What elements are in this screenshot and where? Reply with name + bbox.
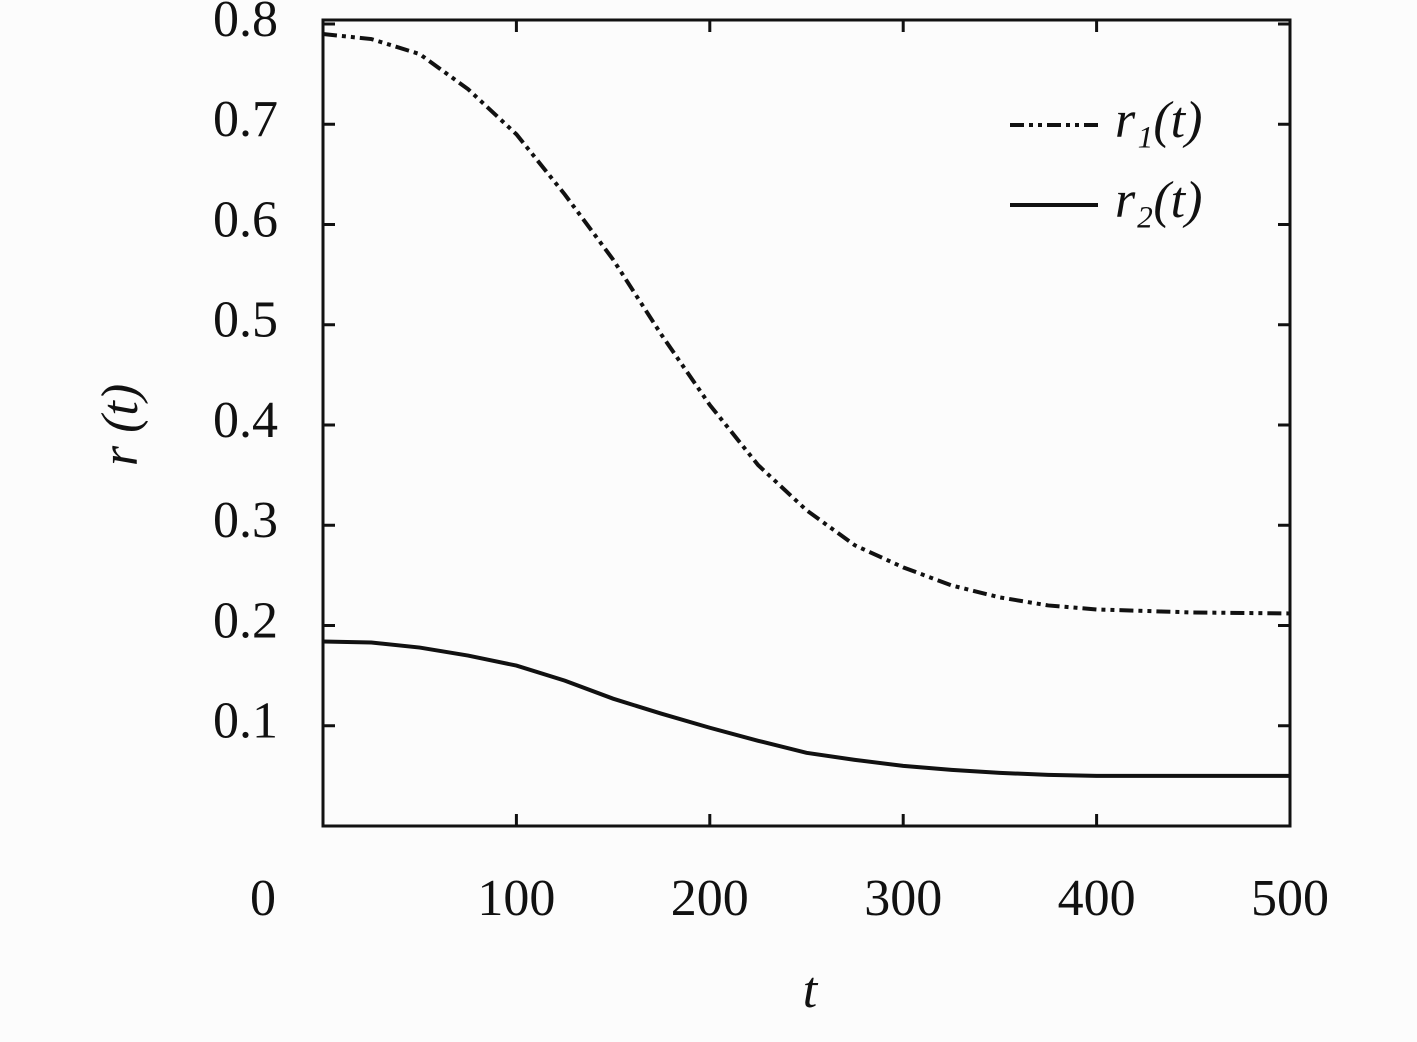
x-tick-label: 300: [864, 870, 942, 927]
y-tick-label: 0.8: [213, 0, 278, 48]
x-tick-label: 200: [671, 870, 749, 927]
y-tick-label: 0.3: [213, 492, 278, 549]
x-tick-label: 100: [477, 870, 555, 927]
y-tick-label: 0.1: [213, 693, 278, 750]
x-tick-label: 500: [1251, 870, 1329, 927]
y-tick-label: 0.7: [213, 91, 278, 148]
x-tick-label: 400: [1058, 870, 1136, 927]
plot-frame: [321, 18, 1292, 828]
x-tick-label: 0: [250, 870, 276, 927]
x-axis-label: t: [803, 962, 819, 1019]
legend-label: r₂(t): [1115, 172, 1202, 229]
y-axis-label: r (t): [92, 384, 149, 466]
line: [322, 32, 1291, 616]
y-tick-label: 0.5: [213, 292, 278, 349]
y-tick-label: 0.4: [213, 392, 278, 449]
legend-label: r₁(t): [1115, 92, 1202, 149]
line: [322, 639, 1290, 778]
y-tick-label: 0.6: [213, 191, 278, 248]
y-tick-label: 0.2: [213, 592, 278, 649]
